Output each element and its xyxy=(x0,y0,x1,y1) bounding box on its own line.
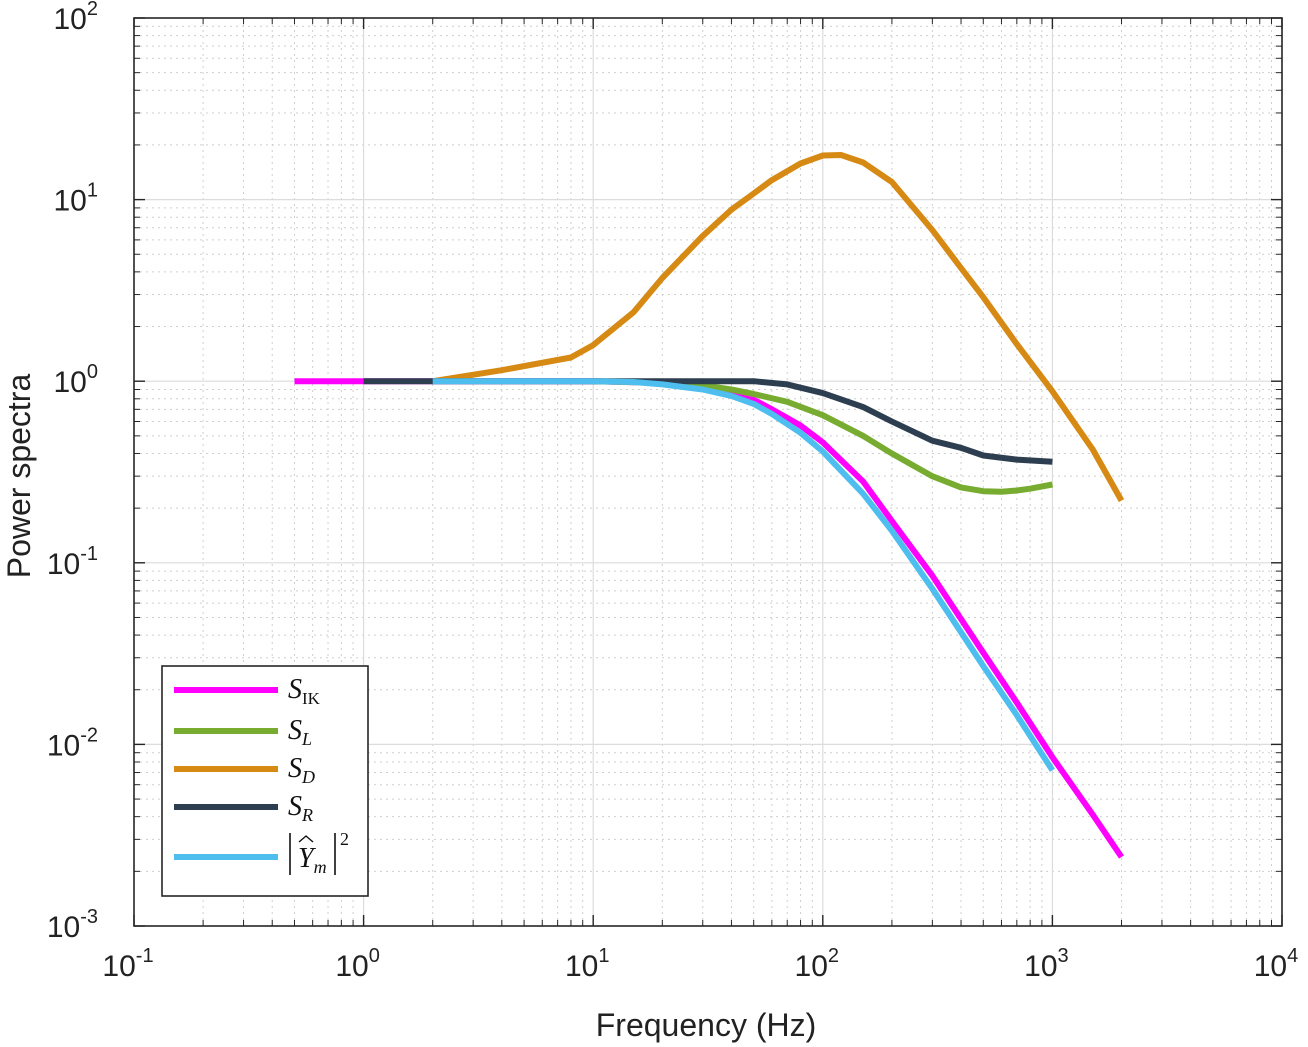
x-tick-label: 104 xyxy=(1254,945,1299,983)
x-tick-label: 10-1 xyxy=(102,945,153,983)
x-tick-exponent: 2 xyxy=(828,945,839,967)
legend-label-main: S xyxy=(288,791,302,822)
legend-label-2: SL xyxy=(288,715,312,749)
y-tick-base: 10 xyxy=(54,366,87,399)
legend-label-sub: L xyxy=(301,729,312,749)
y-tick-base: 10 xyxy=(54,185,87,218)
y-tick-exponent: -1 xyxy=(80,543,98,565)
legend-label-sub: D xyxy=(301,767,315,787)
x-tick-base: 10 xyxy=(1024,950,1057,983)
legend-label-main: S xyxy=(288,674,302,705)
x-tick-exponent: 0 xyxy=(369,945,380,967)
y-tick-label: 10-2 xyxy=(47,724,98,762)
y-tick-exponent: -2 xyxy=(80,724,98,746)
legend-label-3: SD xyxy=(288,753,315,787)
y-tick-exponent: 0 xyxy=(87,361,98,383)
x-tick-base: 10 xyxy=(335,950,368,983)
x-tick-base: 10 xyxy=(565,950,598,983)
legend-label-sup: 2 xyxy=(340,829,349,849)
x-tick-base: 10 xyxy=(795,950,828,983)
y-tick-exponent: 1 xyxy=(87,180,98,202)
y-tick-base: 10 xyxy=(47,729,80,762)
legend-label-main: S xyxy=(288,753,302,784)
x-tick-exponent: -1 xyxy=(136,945,154,967)
y-tick-base: 10 xyxy=(47,911,80,944)
legend-label-4: SR xyxy=(288,791,313,825)
x-tick-base: 10 xyxy=(102,950,135,983)
x-tick-label: 101 xyxy=(565,945,610,983)
legend-hat xyxy=(298,835,314,843)
series-line-3 xyxy=(432,152,1125,503)
legend-label-main: S xyxy=(288,715,302,746)
y-axis-label: Power spectra xyxy=(1,374,37,579)
legend-label-sub: IK xyxy=(302,689,321,708)
minor-grid xyxy=(134,18,1282,926)
y-tick-base: 10 xyxy=(54,3,87,36)
y-tick-label: 10-3 xyxy=(47,906,98,944)
y-tick-label: 100 xyxy=(54,361,99,399)
legend-label-sub: R xyxy=(301,805,313,825)
x-tick-labels: 10-1 100 101 102 103 104 xyxy=(102,945,1298,983)
y-tick-base: 10 xyxy=(47,548,80,581)
legend-label-5: Ym xyxy=(298,843,327,877)
x-tick-exponent: 4 xyxy=(1287,945,1298,967)
y-tick-label: 102 xyxy=(54,0,99,36)
x-axis-label: Frequency (Hz) xyxy=(596,1007,817,1043)
y-tick-exponent: 2 xyxy=(87,0,98,20)
legend-label-main: Y xyxy=(298,843,317,874)
x-tick-exponent: 1 xyxy=(598,945,609,967)
series-line-5 xyxy=(432,378,1055,772)
series-line-2 xyxy=(593,378,1053,495)
x-tick-label: 100 xyxy=(335,945,380,983)
y-tick-label: 10-1 xyxy=(47,543,98,581)
legend-label-1: SIK xyxy=(288,674,321,708)
x-tick-exponent: 3 xyxy=(1058,945,1069,967)
legend-label-sub: m xyxy=(314,857,327,877)
axes-box xyxy=(133,17,1283,927)
legend-box xyxy=(161,665,369,897)
x-tick-label: 103 xyxy=(1024,945,1069,983)
tick-marks xyxy=(133,17,1283,927)
y-tick-exponent: -3 xyxy=(80,906,98,928)
y-tick-label: 101 xyxy=(54,180,99,218)
x-tick-label: 102 xyxy=(795,945,840,983)
series-layer xyxy=(294,152,1125,859)
x-tick-base: 10 xyxy=(1254,950,1287,983)
